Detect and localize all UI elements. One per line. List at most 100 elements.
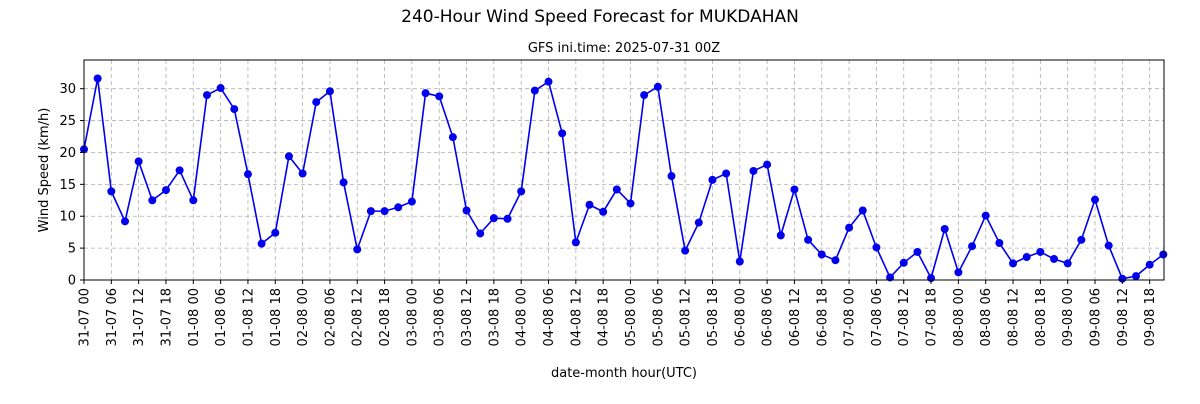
data-point [968, 242, 977, 251]
data-point [1050, 254, 1059, 263]
chart-subtitle: GFS ini.time: 2025-07-31 00Z [528, 41, 720, 56]
data-point [599, 207, 608, 216]
data-point [503, 214, 512, 223]
data-point [161, 186, 170, 195]
x-tick-label: 02-08 06 [323, 288, 338, 346]
data-point [243, 170, 252, 179]
data-point [626, 199, 635, 208]
x-tick-label: 05-08 06 [651, 288, 666, 346]
x-tick-label: 04-08 06 [542, 288, 557, 346]
data-point [1022, 253, 1031, 262]
data-point [312, 98, 321, 107]
y-axis-label: Wind Speed (km/h) [37, 108, 52, 233]
data-point [790, 185, 799, 194]
chart-title: 240-Hour Wind Speed Forecast for MUKDAHA… [401, 7, 799, 27]
x-tick-label: 07-08 06 [870, 288, 885, 346]
x-tick-label: 07-08 12 [897, 288, 912, 346]
data-point [230, 105, 239, 114]
x-tick-label: 03-08 18 [487, 288, 502, 346]
plot-frame [83, 59, 1165, 281]
data-point [202, 91, 211, 100]
data-point [489, 214, 498, 223]
x-tick-label: 07-08 00 [843, 288, 858, 346]
x-axis-label: date-month hour(UTC) [551, 366, 697, 381]
x-tick-label: 31-07 00 [78, 288, 93, 346]
data-point [476, 229, 485, 238]
data-point [1091, 195, 1100, 204]
data-point [708, 175, 717, 184]
data-point [1104, 241, 1113, 250]
x-tick-label: 03-08 06 [433, 288, 448, 346]
data-point [394, 203, 403, 212]
data-point [407, 197, 416, 206]
data-point [940, 224, 949, 233]
data-point [1159, 250, 1168, 259]
data-point [954, 268, 963, 277]
data-point [1145, 260, 1154, 269]
data-point [612, 185, 621, 194]
x-tick-label: 01-08 06 [214, 288, 229, 346]
data-point [107, 187, 116, 196]
x-tick-label: 06-08 12 [788, 288, 803, 346]
data-point [448, 133, 457, 142]
data-point [845, 223, 854, 232]
x-tick-label: 05-08 12 [679, 288, 694, 346]
data-point [1036, 247, 1045, 256]
data-point [872, 243, 881, 252]
data-point [667, 172, 676, 181]
data-point [981, 211, 990, 220]
data-point [722, 169, 731, 178]
data-point [640, 91, 649, 100]
y-tick-label: 25 [59, 114, 76, 129]
x-tick-label: 06-08 06 [761, 288, 776, 346]
data-point [120, 217, 129, 226]
data-point [653, 82, 662, 91]
data-point [148, 196, 157, 205]
x-tick-label: 09-08 18 [1143, 288, 1158, 346]
data-point [435, 92, 444, 101]
data-point [817, 250, 826, 259]
axes [80, 59, 1165, 284]
data-point [776, 231, 785, 240]
y-tick-label: 10 [59, 210, 76, 225]
data-point [175, 166, 184, 175]
series-line [83, 78, 1164, 281]
x-tick-label: 02-08 12 [351, 288, 366, 346]
x-tick-label: 08-08 12 [1007, 288, 1022, 346]
data-point [571, 238, 580, 247]
data-point [1063, 259, 1072, 268]
data-point [1131, 272, 1140, 281]
data-point [1118, 274, 1127, 283]
x-tick-label: 09-08 06 [1089, 288, 1104, 346]
x-tick-label: 06-08 00 [733, 288, 748, 346]
data-point [886, 273, 895, 282]
x-tick-label: 01-08 00 [187, 288, 202, 346]
data-point [804, 235, 813, 244]
data-point [585, 200, 594, 209]
x-tick-label: 04-08 12 [569, 288, 584, 346]
data-point [93, 74, 102, 83]
data-point [681, 246, 690, 255]
data-point [530, 86, 539, 95]
x-tick-label: 03-08 12 [460, 288, 475, 346]
data-point [544, 77, 553, 86]
x-tick-label: 08-08 00 [952, 288, 967, 346]
x-tick-label: 03-08 00 [405, 288, 420, 346]
data-point [339, 178, 348, 187]
x-tick-label: 09-08 12 [1116, 288, 1131, 346]
data-point [353, 245, 362, 254]
data-point [284, 152, 293, 161]
x-tick-label: 31-07 12 [132, 288, 147, 346]
x-tick-label: 05-08 18 [706, 288, 721, 346]
data-point [899, 258, 908, 267]
data-point [134, 157, 143, 166]
data-point [831, 256, 840, 265]
x-tick-label: 08-08 06 [979, 288, 994, 346]
x-tick-label: 01-08 12 [241, 288, 256, 346]
data-point [995, 239, 1004, 248]
data-point [216, 84, 225, 93]
data-point [462, 206, 471, 215]
tick-labels: 0 5 10 15 20 25 30 31-07 00 31-07 06 31-07 12 31-0… [59, 82, 1158, 346]
data-point [735, 257, 744, 266]
